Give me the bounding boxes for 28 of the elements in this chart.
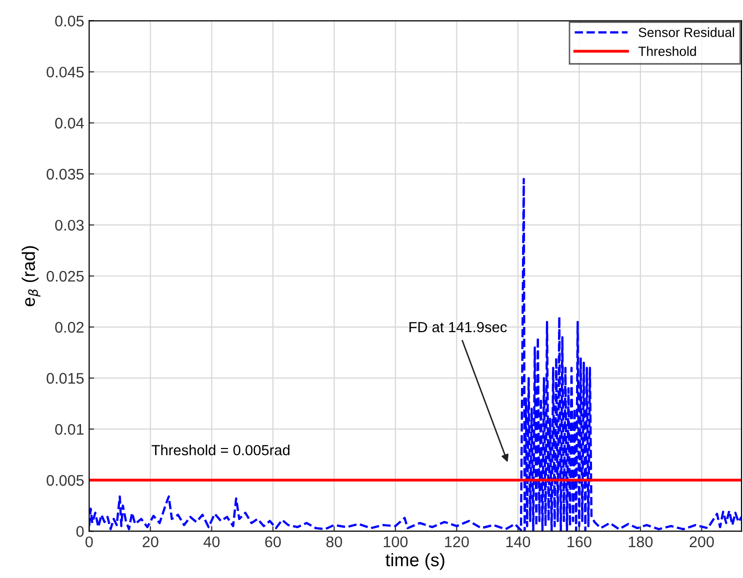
x-tick-label: 120 xyxy=(445,536,469,548)
x-axis-title: time (s) xyxy=(386,553,444,570)
x-tick-label: 180 xyxy=(628,536,653,548)
y-tick-label: 0.05 xyxy=(55,16,84,26)
x-tick-label: 0 xyxy=(86,536,93,548)
annotation: FD at 141.9sec xyxy=(409,322,507,332)
y-tick-label: 0.01 xyxy=(55,424,84,435)
y-tick-label: 0.015 xyxy=(46,372,84,384)
y-tick-label: 0.005 xyxy=(46,475,84,486)
x-tick-label: 80 xyxy=(326,536,342,548)
y-tick-label: 0.035 xyxy=(46,168,84,180)
y-tick-label: 0.045 xyxy=(46,66,84,78)
x-tick-label: 100 xyxy=(384,536,408,548)
x-tick-label: 200 xyxy=(690,536,714,548)
x-tick-label: 20 xyxy=(142,536,158,548)
x-tick-label: 40 xyxy=(204,536,220,548)
y-tick-label: 0 xyxy=(76,526,84,537)
y-tick-label: 0.04 xyxy=(55,118,84,129)
y-axis-title: e$_{β}$ (rad) xyxy=(22,246,40,306)
annotation: Threshold = 0.005rad xyxy=(152,444,290,456)
y-tick-label: 0.025 xyxy=(46,270,84,282)
x-tick-label: 160 xyxy=(568,536,592,548)
legend-label: Threshold xyxy=(638,46,696,56)
x-tick-label: 140 xyxy=(506,536,530,548)
x-tick-label: 60 xyxy=(265,536,281,548)
y-tick-label: 0.03 xyxy=(55,220,84,231)
legend-label: Sensor Residual xyxy=(638,27,734,38)
y-tick-label: 0.02 xyxy=(55,322,84,333)
